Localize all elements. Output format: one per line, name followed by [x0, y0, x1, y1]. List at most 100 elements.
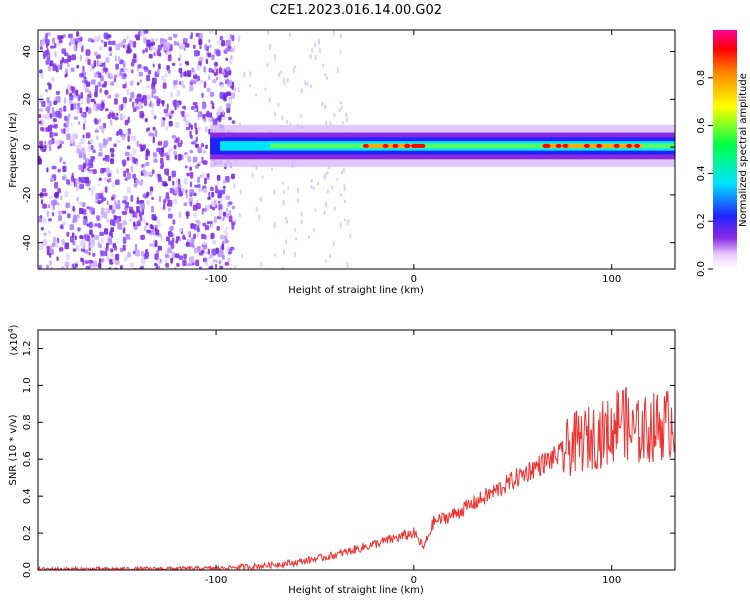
- noise-speck: [124, 206, 127, 211]
- noise-speck: [89, 206, 94, 212]
- noise-speck: [336, 177, 339, 182]
- noise-speck: [228, 210, 232, 217]
- noise-speck: [273, 222, 276, 229]
- noise-speck: [215, 68, 219, 76]
- noise-speck: [77, 94, 81, 102]
- noise-speck: [225, 207, 229, 213]
- noise-speck: [101, 238, 104, 244]
- noise-speck: [64, 190, 69, 198]
- noise-speck: [198, 266, 202, 269]
- noise-speck: [237, 86, 240, 93]
- noise-speck: [225, 70, 229, 78]
- noise-speck: [193, 233, 196, 239]
- noise-speck: [145, 222, 149, 226]
- noise-speck: [157, 260, 162, 265]
- noise-speck: [86, 96, 90, 104]
- noise-speck: [154, 253, 159, 260]
- noise-speck: [116, 131, 119, 136]
- noise-speck: [75, 180, 78, 188]
- noise-speck: [140, 113, 145, 117]
- noise-speck: [78, 201, 83, 206]
- noise-speck: [151, 227, 155, 235]
- noise-speck: [164, 38, 168, 44]
- noise-speck: [153, 215, 157, 221]
- noise-speck: [283, 77, 286, 82]
- noise-speck: [145, 161, 150, 166]
- noise-speck: [63, 105, 67, 112]
- noise-speck: [297, 187, 300, 193]
- noise-speck: [204, 207, 207, 213]
- noise-speck: [68, 33, 73, 39]
- noise-speck: [51, 107, 55, 112]
- noise-speck: [323, 175, 326, 181]
- noise-speck: [339, 223, 342, 228]
- noise-speck: [76, 148, 81, 154]
- noise-speck: [183, 202, 188, 207]
- noise-speck: [144, 225, 147, 232]
- noise-speck: [140, 234, 145, 240]
- noise-speck: [226, 91, 232, 96]
- noise-speck: [52, 37, 56, 44]
- noise-speck: [183, 253, 187, 260]
- noise-speck: [166, 171, 169, 177]
- noise-speck: [93, 60, 97, 68]
- noise-speck: [174, 139, 179, 144]
- noise-speck: [53, 236, 56, 243]
- noise-speck: [342, 168, 345, 173]
- noise-speck: [192, 244, 195, 249]
- noise-speck: [79, 240, 85, 247]
- noise-speck: [129, 98, 132, 102]
- noise-speck: [185, 153, 188, 158]
- spectrogram-y-tick-label: 0: [22, 144, 33, 150]
- noise-speck: [105, 218, 110, 223]
- noise-speck: [149, 100, 152, 107]
- noise-speck: [163, 108, 169, 114]
- noise-speck: [220, 40, 226, 47]
- noise-speck: [102, 157, 106, 161]
- noise-speck: [225, 226, 229, 231]
- noise-speck: [82, 65, 85, 73]
- snr-x-ticks: -100 0 100: [205, 330, 621, 586]
- noise-speck: [323, 210, 326, 215]
- noise-speck: [84, 80, 88, 84]
- noise-speck: [220, 84, 225, 88]
- noise-speck: [65, 127, 70, 132]
- noise-speck: [218, 74, 221, 79]
- noise-speck: [105, 167, 110, 174]
- noise-speck: [311, 47, 314, 54]
- noise-speck: [295, 237, 298, 241]
- noise-speck: [168, 120, 173, 127]
- noise-speck: [143, 30, 149, 34]
- noise-speck: [88, 221, 93, 229]
- noise-speck: [164, 140, 169, 147]
- noise-speck: [187, 230, 190, 236]
- noise-speck: [170, 91, 173, 99]
- noise-speck: [231, 120, 236, 124]
- noise-speck: [203, 251, 209, 255]
- noise-speck: [216, 181, 220, 186]
- noise-speck: [113, 143, 117, 148]
- noise-speck: [134, 34, 140, 39]
- noise-speck: [53, 42, 57, 49]
- noise-speck: [166, 65, 170, 71]
- noise-speck: [109, 81, 112, 86]
- noise-speck: [152, 63, 155, 68]
- noise-speck: [258, 214, 261, 221]
- noise-speck: [43, 144, 47, 151]
- noise-speck: [249, 71, 252, 77]
- noise-speck: [229, 33, 232, 40]
- noise-speck: [176, 262, 180, 267]
- noise-speck: [211, 248, 217, 256]
- noise-speck: [80, 257, 84, 262]
- noise-speck: [166, 103, 169, 111]
- snr-panel: 0.0 0.2 0.4 0.6 0.8 1.0 1.2 -100 0 100 Height of…: [7, 324, 676, 596]
- noise-speck: [182, 259, 187, 267]
- noise-speck: [51, 165, 57, 170]
- noise-speck: [70, 86, 74, 91]
- band-peak-dot: [634, 143, 641, 148]
- noise-speck: [81, 202, 86, 207]
- noise-speck: [168, 175, 172, 182]
- band-peak-dot: [417, 143, 424, 148]
- noise-speck: [98, 177, 102, 181]
- noise-speck: [173, 198, 178, 205]
